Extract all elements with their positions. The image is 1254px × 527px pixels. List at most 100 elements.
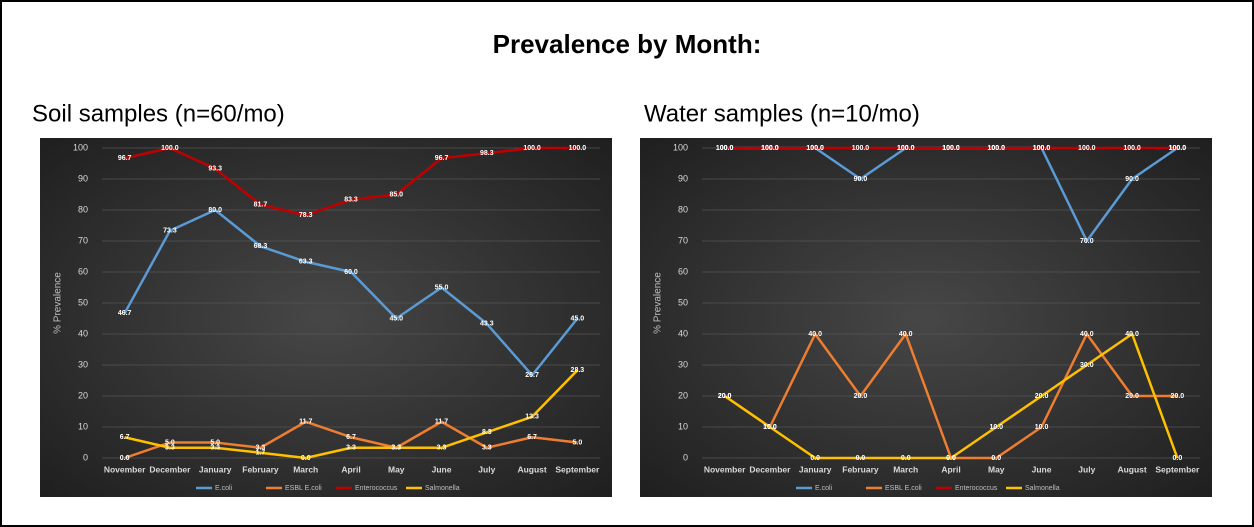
legend-label: Salmonella	[425, 485, 460, 492]
data-label: 100.0	[897, 145, 915, 152]
data-label: 96.7	[435, 155, 449, 162]
x-tick-label: January	[799, 464, 832, 474]
series-line	[124, 146, 578, 217]
chart-subtitle: Soil samples (n=60/mo)	[32, 100, 285, 127]
data-label: 5.0	[210, 439, 220, 446]
y-tick-label: 90	[678, 173, 688, 183]
x-tick-label: January	[199, 464, 232, 474]
data-label: 100.0	[1078, 145, 1096, 152]
data-label: 8.3	[482, 429, 492, 436]
data-label: 98.3	[480, 150, 494, 157]
y-tick-label: 60	[678, 266, 688, 276]
y-tick-label: 40	[678, 328, 688, 338]
series-line	[123, 208, 579, 377]
y-axis-label: % Prevalence	[53, 272, 64, 334]
data-label: 20.0	[1035, 393, 1049, 400]
chart-background	[40, 138, 612, 497]
data-label: 83.3	[344, 197, 358, 204]
data-label: 96.7	[118, 155, 132, 162]
y-tick-label: 70	[78, 235, 88, 245]
data-label: 3.3	[482, 445, 492, 452]
data-label: 0.0	[810, 455, 820, 462]
x-tick-label: July	[1078, 464, 1095, 474]
x-tick-label: February	[842, 464, 879, 474]
data-label: 40.0	[1125, 331, 1139, 338]
slide-title: Prevalence by Month:	[493, 29, 762, 59]
legend-label: E.coli	[815, 485, 833, 492]
y-tick-label: 10	[678, 421, 688, 431]
data-label: 73.3	[163, 228, 177, 235]
y-tick-label: 80	[78, 204, 88, 214]
x-tick-label: August	[1117, 464, 1146, 474]
y-tick-label: 60	[78, 266, 88, 276]
x-tick-label: June	[432, 464, 452, 474]
y-tick-label: 30	[678, 359, 688, 369]
y-tick-label: 30	[78, 359, 88, 369]
data-label: 45.0	[571, 315, 585, 322]
data-label: 0.0	[946, 455, 956, 462]
data-label: 0.0	[301, 455, 311, 462]
data-label: 43.3	[480, 321, 494, 328]
data-label: 100.0	[942, 145, 960, 152]
y-axis-label: % Prevalence	[653, 272, 664, 334]
data-label: 26.7	[525, 372, 539, 379]
data-label: 0.0	[120, 455, 130, 462]
legend-label: E.coli	[215, 485, 233, 492]
series-line	[124, 420, 578, 460]
data-label: 0.0	[856, 455, 866, 462]
x-tick-label: April	[341, 464, 360, 474]
data-label: 100.0	[897, 145, 915, 152]
data-label: 10.0	[763, 424, 777, 431]
y-tick-label: 50	[678, 297, 688, 307]
data-label: 40.0	[899, 331, 913, 338]
data-label: 80.0	[208, 207, 222, 214]
data-label: 3.3	[391, 445, 401, 452]
chart-background	[640, 138, 1212, 497]
data-label: 3.3	[437, 445, 447, 452]
data-label: 11.7	[299, 419, 312, 426]
chart-subtitle: Water samples (n=10/mo)	[644, 100, 920, 127]
data-label: 13.3	[525, 414, 539, 421]
y-tick-label: 40	[78, 328, 88, 338]
x-tick-label: November	[104, 464, 146, 474]
series-line	[723, 332, 1179, 460]
y-tick-label: 100	[673, 142, 688, 152]
legend-label: Salmonella	[1025, 485, 1060, 492]
y-tick-label: 10	[78, 421, 88, 431]
data-label: 100.0	[1169, 145, 1187, 152]
x-tick-label: February	[242, 464, 279, 474]
x-tick-label: September	[1155, 464, 1200, 474]
data-label: 20.0	[1171, 393, 1185, 400]
data-label: 63.3	[299, 259, 313, 266]
x-tick-label: November	[704, 464, 746, 474]
x-tick-label: July	[478, 464, 495, 474]
data-label: 20.0	[1125, 393, 1139, 400]
data-label: 100.0	[1033, 145, 1051, 152]
data-label: 3.3	[391, 445, 401, 452]
data-label: 90.0	[854, 176, 868, 183]
data-label: 100.0	[1033, 145, 1051, 152]
data-label: 100.0	[161, 145, 179, 152]
x-tick-label: May	[988, 464, 1005, 474]
data-label: 10.0	[763, 424, 777, 431]
y-tick-label: 70	[678, 235, 688, 245]
data-label: 100.0	[716, 145, 734, 152]
series-line	[124, 369, 579, 460]
data-label: 6.7	[120, 434, 130, 441]
data-label: 5.0	[572, 439, 582, 446]
x-tick-label: September	[555, 464, 600, 474]
x-tick-label: June	[1032, 464, 1052, 474]
x-tick-label: August	[517, 464, 546, 474]
x-tick-label: April	[941, 464, 960, 474]
legend-label: ESBL E.coli	[285, 485, 322, 492]
data-label: 0.0	[946, 455, 956, 462]
data-label: 81.7	[254, 202, 268, 209]
data-label: 93.3	[208, 166, 222, 173]
data-label: 68.3	[254, 243, 268, 250]
data-label: 0.0	[991, 455, 1001, 462]
data-label: 70.0	[1080, 238, 1094, 245]
data-label: 11.7	[435, 419, 448, 426]
x-tick-label: March	[893, 464, 918, 474]
data-label: 100.0	[761, 145, 779, 152]
